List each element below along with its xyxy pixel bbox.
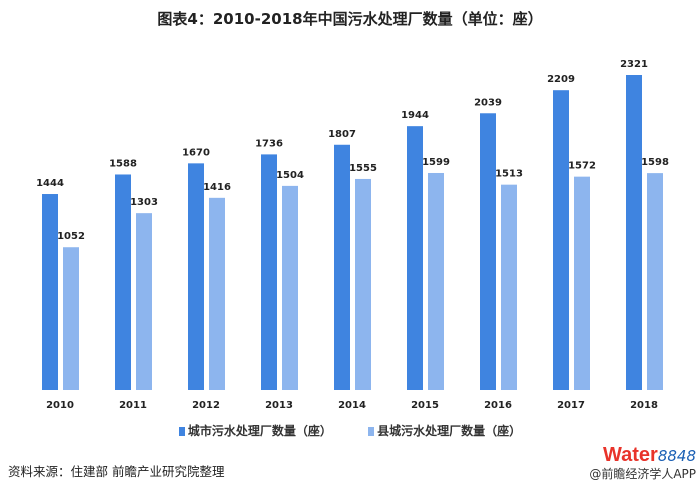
data-label: 1052 — [57, 231, 85, 242]
data-label: 1599 — [422, 157, 450, 168]
data-label: 2209 — [547, 74, 575, 85]
bar-city — [42, 194, 58, 390]
data-label: 1670 — [182, 147, 210, 158]
data-label: 1303 — [130, 197, 158, 208]
legend-swatch — [178, 427, 185, 436]
legend: 城市污水处理厂数量（座） 县城污水处理厂数量（座） — [0, 422, 700, 439]
data-label: 1416 — [203, 182, 231, 193]
x-tick-label: 2015 — [411, 400, 439, 411]
bar-city — [407, 126, 423, 391]
bar-county — [136, 213, 152, 390]
data-label: 1588 — [109, 158, 137, 169]
x-tick-label: 2014 — [338, 400, 366, 411]
bar-county — [355, 178, 371, 390]
bar-county — [282, 185, 298, 390]
bar-county — [501, 184, 517, 390]
bar-chart: 1444 1052 2010 1588 1303 2011 1670 1416 2012 1736… — [36, 59, 669, 411]
source-note: 资料来源：住建部 前瞻产业研究院整理 — [8, 464, 225, 479]
x-tick-label: 2011 — [119, 400, 147, 411]
data-label: 1444 — [36, 178, 64, 189]
bar-city — [626, 75, 642, 390]
bar-county — [209, 197, 225, 390]
data-label: 1572 — [568, 161, 596, 172]
chart-title: 图表4：2010-2018年中国污水处理厂数量（单位：座） — [157, 10, 543, 28]
x-tick-label: 2017 — [557, 400, 585, 411]
data-label: 2321 — [620, 59, 648, 70]
logo-number: 8848 — [657, 447, 696, 465]
bar-city — [334, 144, 350, 390]
legend-item-county: 县城污水处理厂数量（座） — [368, 422, 521, 439]
bar-county — [574, 176, 590, 390]
x-tick-label: 2016 — [484, 400, 512, 411]
bar-city — [261, 154, 277, 390]
watermark-logo: Water8848 @前瞻经济学人APP — [589, 444, 696, 482]
logo-caption: @前瞻经济学人APP — [589, 467, 696, 481]
legend-item-city: 城市污水处理厂数量（座） — [178, 422, 332, 439]
legend-swatch — [368, 427, 375, 436]
logo-text: Water — [602, 444, 658, 466]
legend-label: 县城污水处理厂数量（座） — [377, 424, 522, 438]
x-tick-label: 2018 — [630, 400, 658, 411]
data-label: 2039 — [474, 97, 502, 108]
data-label: 1807 — [328, 129, 356, 140]
bar-county — [428, 172, 444, 390]
x-tick-label: 2010 — [46, 400, 74, 411]
data-label: 1504 — [276, 170, 304, 181]
data-label: 1555 — [349, 163, 377, 174]
bar-county — [647, 173, 663, 390]
bar-city — [553, 90, 569, 390]
bar-city — [188, 163, 204, 390]
bar-city — [115, 174, 131, 390]
legend-label: 城市污水处理厂数量（座） — [187, 424, 332, 438]
data-label: 1598 — [641, 157, 669, 168]
x-tick-label: 2012 — [192, 400, 220, 411]
x-tick-label: 2013 — [265, 400, 293, 411]
data-label: 1513 — [495, 169, 523, 180]
bar-county — [63, 247, 79, 390]
bar-city — [480, 113, 496, 391]
data-label: 1944 — [401, 110, 429, 121]
data-label: 1736 — [255, 138, 283, 149]
